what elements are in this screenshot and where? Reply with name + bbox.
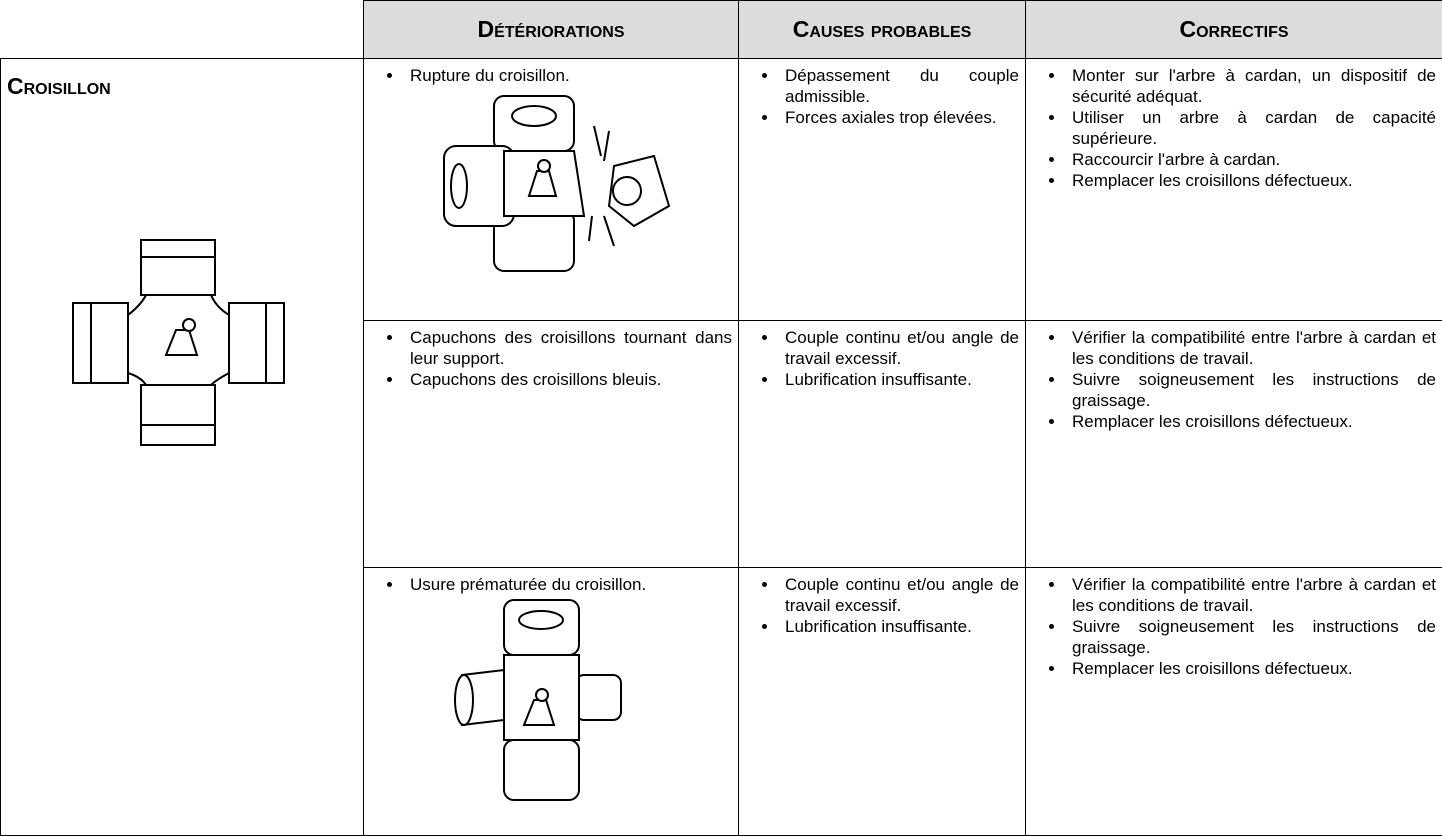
list: Dépassement du couple admissible.Forces … [739,65,1025,128]
list: Vérifier la compatibilité entre l'arbre … [1026,327,1442,432]
section-cell: Croisillon [1,59,364,836]
list-item: Dépassement du couple admissible. [779,65,1019,107]
list: Usure prématurée du croisillon. [364,574,738,595]
list: Capuchons des croisillons tournant dans … [364,327,738,390]
list-item: Lubrification insuffisante. [779,616,1019,637]
cell: Monter sur l'arbre à cardan, un disposit… [1026,59,1442,321]
cell: Couple continu et/ou angle de travail ex… [739,321,1026,568]
cell: Capuchons des croisillons tournant dans … [364,321,739,568]
cell: Vérifier la compatibilité entre l'arbre … [1026,321,1442,568]
cell: Couple continu et/ou angle de travail ex… [739,568,1026,836]
list: Couple continu et/ou angle de travail ex… [739,574,1025,637]
column-header: Détériorations [364,1,739,59]
list-item: Vérifier la compatibilité entre l'arbre … [1066,327,1436,369]
list-item: Couple continu et/ou angle de travail ex… [779,327,1019,369]
list: Monter sur l'arbre à cardan, un disposit… [1026,65,1442,191]
cross-illustration [1,225,361,485]
worn-cross-illustration [364,595,734,810]
list-item: Rupture du croisillon. [404,65,732,86]
list-item: Suivre soigneusement les instructions de… [1066,616,1436,658]
cell: Vérifier la compatibilité entre l'arbre … [1026,568,1442,836]
cell: Dépassement du couple admissible.Forces … [739,59,1026,321]
list-item: Utiliser un arbre à cardan de capacité s… [1066,107,1436,149]
section-title: Croisillon [1,59,363,100]
list-item: Lubrification insuffisante. [779,369,1019,390]
blank-cell [1,1,364,59]
list-item: Capuchons des croisillons bleuis. [404,369,732,390]
list: Rupture du croisillon. [364,65,738,86]
column-header: Causes probables [739,1,1026,59]
list-item: Couple continu et/ou angle de travail ex… [779,574,1019,616]
list-item: Raccourcir l'arbre à cardan. [1066,149,1436,170]
broken-cross-illustration [364,86,734,286]
list-item: Monter sur l'arbre à cardan, un disposit… [1066,65,1436,107]
cell: Usure prématurée du croisillon. [364,568,739,836]
list-item: Usure prématurée du croisillon. [404,574,732,595]
list-item: Vérifier la compatibilité entre l'arbre … [1066,574,1436,616]
list-item: Forces axiales trop élevées. [779,107,1019,128]
list-item: Suivre soigneusement les instructions de… [1066,369,1436,411]
list-item: Remplacer les croisillons défectueux. [1066,170,1436,191]
list: Vérifier la compatibilité entre l'arbre … [1026,574,1442,679]
list-item: Remplacer les croisillons défectueux. [1066,411,1436,432]
cell: Rupture du croisillon. [364,59,739,321]
list: Couple continu et/ou angle de travail ex… [739,327,1025,390]
column-header: Correctifs [1026,1,1442,59]
list-item: Capuchons des croisillons tournant dans … [404,327,732,369]
list-item: Remplacer les croisillons défectueux. [1066,658,1436,679]
